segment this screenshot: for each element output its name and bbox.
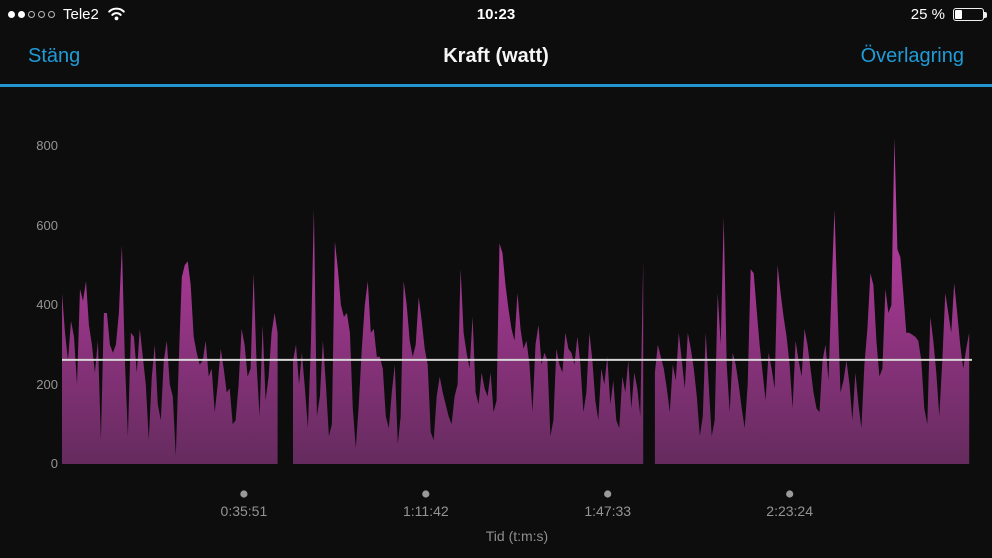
y-axis-label: 400 [36, 297, 58, 312]
x-axis-label: 2:23:24 [766, 503, 814, 519]
x-tick-dot [786, 490, 794, 498]
page-title: Kraft (watt) [443, 44, 549, 67]
signal-dot [28, 10, 35, 18]
x-axis-title: Tid (t:m:s) [485, 528, 549, 544]
nav-separator [0, 84, 992, 87]
cellular-signal-icon [8, 10, 55, 18]
battery-percent-label: 25 % [910, 5, 945, 23]
y-axis-label: 800 [36, 138, 58, 153]
power-area-segment [293, 209, 644, 464]
battery-icon [953, 7, 987, 21]
status-bar-left: Tele2 [8, 6, 126, 23]
power-area-segment [62, 245, 278, 464]
wifi-icon [107, 7, 126, 21]
x-axis-label: 0:35:51 [220, 503, 268, 519]
power-area-segment [654, 138, 970, 464]
y-axis-label: 0 [50, 456, 58, 471]
x-tick-dot [422, 490, 430, 498]
signal-dot [8, 10, 15, 18]
x-axis-label: 1:11:42 [402, 503, 449, 519]
close-button[interactable]: Stäng [28, 44, 81, 67]
clock-time: 10:23 [476, 5, 516, 23]
x-tick-dot [604, 490, 612, 498]
signal-dot [48, 10, 55, 18]
status-bar: Tele2 10:23 25 % [0, 0, 992, 28]
x-tick-dot [240, 490, 248, 498]
carrier-label: Tele2 [63, 5, 99, 23]
x-axis-label: 1:47:33 [584, 503, 632, 519]
signal-dot [18, 10, 25, 18]
y-axis-label: 200 [36, 376, 58, 392]
status-bar-right: 25 % [910, 5, 987, 23]
signal-dot [38, 10, 45, 18]
nav-bar: Stäng Kraft (watt) Överlagring [0, 28, 992, 84]
y-axis-label: 600 [36, 217, 58, 233]
overlay-button[interactable]: Överlagring [860, 44, 964, 67]
